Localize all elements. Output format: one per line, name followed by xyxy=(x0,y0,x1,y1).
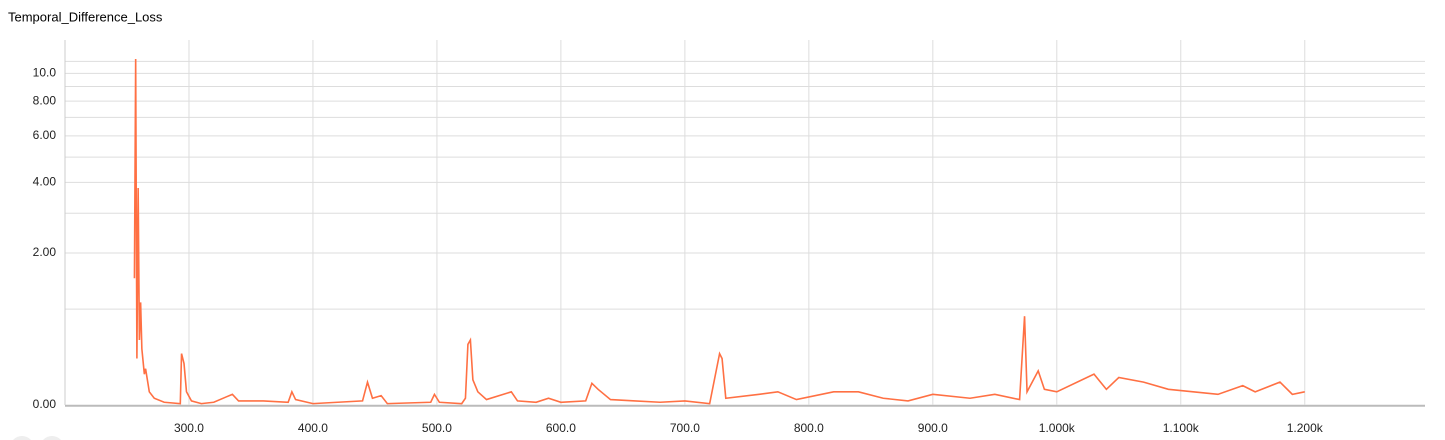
x-tick-label: 1.200k xyxy=(1287,421,1324,435)
y-tick-label: 2.00 xyxy=(33,245,57,259)
x-tick-label: 1.000k xyxy=(1039,421,1076,435)
x-tick-label: 1.100k xyxy=(1163,421,1200,435)
control-icon[interactable] xyxy=(40,436,64,440)
x-tick-label: 500.0 xyxy=(422,421,452,435)
x-tick-label: 900.0 xyxy=(918,421,948,435)
x-tick-label: 400.0 xyxy=(298,421,328,435)
y-tick-label: 8.00 xyxy=(33,93,57,107)
y-tick-label: 10.0 xyxy=(33,66,57,80)
x-tick-label: 300.0 xyxy=(174,421,204,435)
x-tick-label: 700.0 xyxy=(670,421,700,435)
y-tick-label: 4.00 xyxy=(33,175,57,189)
control-icon[interactable] xyxy=(10,436,34,440)
y-tick-label: 0.00 xyxy=(33,397,57,411)
x-tick-label: 800.0 xyxy=(794,421,824,435)
series-line xyxy=(133,59,1305,405)
x-tick-label: 600.0 xyxy=(546,421,576,435)
chart-title: Temporal_Difference_Loss xyxy=(8,9,163,24)
y-tick-label: 6.00 xyxy=(33,128,57,142)
